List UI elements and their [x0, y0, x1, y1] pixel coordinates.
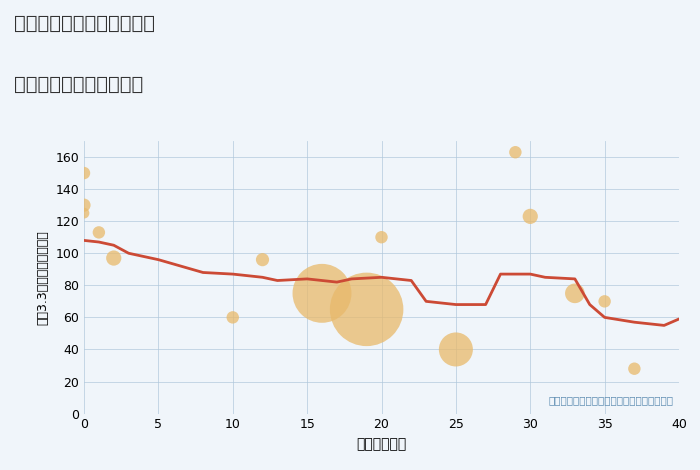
Point [78, 210, 90, 217]
Point [78, 169, 90, 177]
X-axis label: 築年数（年）: 築年数（年） [356, 437, 407, 451]
Point [93, 228, 104, 236]
Point [569, 290, 580, 297]
Point [227, 313, 238, 321]
Point [316, 290, 328, 297]
Y-axis label: 坪（3.3㎡）単価（万円）: 坪（3.3㎡）単価（万円） [36, 230, 50, 325]
Point [108, 254, 119, 262]
Point [599, 298, 610, 305]
Text: 兵庫県西宮市今津水波町の: 兵庫県西宮市今津水波町の [14, 14, 155, 33]
Point [510, 149, 521, 156]
Text: 築年数別中古戸建て価格: 築年数別中古戸建て価格 [14, 75, 144, 94]
Point [525, 212, 536, 220]
Point [629, 365, 640, 372]
Point [78, 201, 90, 209]
Point [450, 346, 461, 353]
Text: 円の大きさは、取引のあった物件面積を示す: 円の大きさは、取引のあった物件面積を示す [548, 395, 673, 406]
Point [376, 234, 387, 241]
Point [361, 306, 372, 313]
Point [257, 256, 268, 263]
